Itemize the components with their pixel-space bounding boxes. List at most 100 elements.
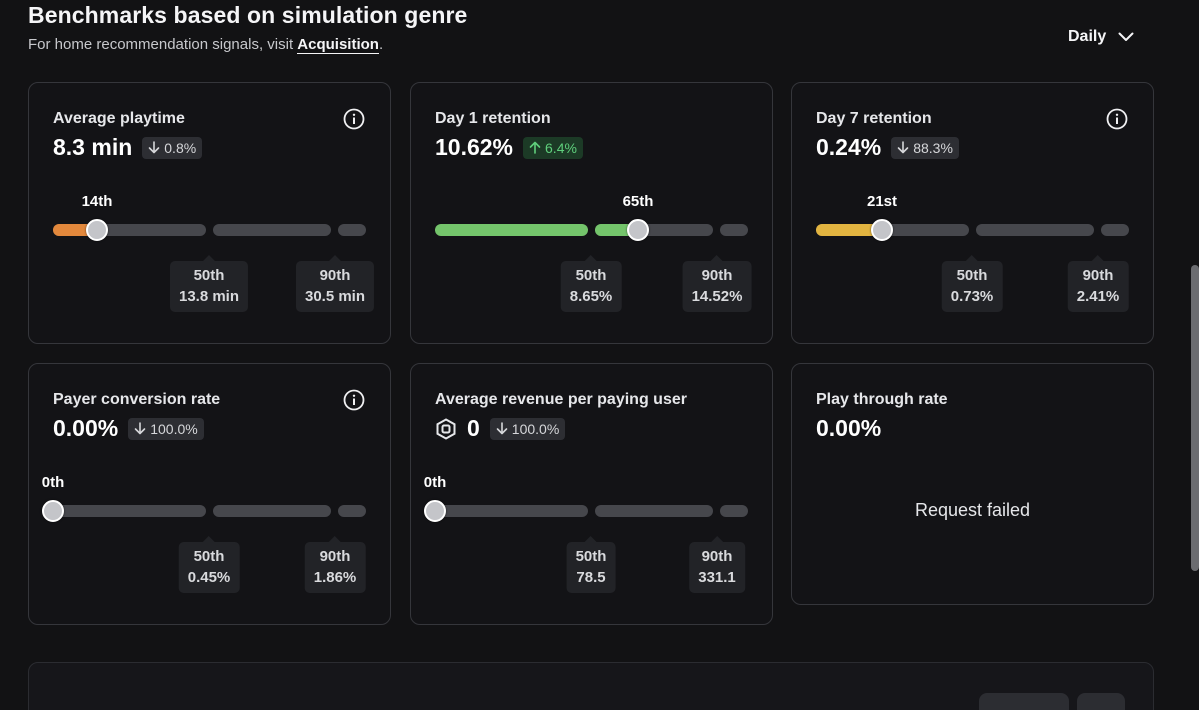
bar-segment-mid (976, 224, 1094, 236)
value-row: 8.3 min 0.8% (53, 134, 203, 161)
ref-label: 50th (575, 548, 607, 565)
metric-value: 0.00% (53, 415, 119, 441)
value-row: 0 100.0% (435, 415, 566, 442)
ref-50th: 50th 0.45% (178, 542, 240, 593)
period-selected: Daily (1068, 28, 1107, 45)
bar-fill (816, 224, 882, 236)
page-subtitle: For home recommendation signals, visit A… (28, 36, 384, 54)
ref-value: 13.8 min (178, 288, 240, 305)
bar-segment-high (338, 505, 366, 517)
percentile-knob[interactable] (627, 219, 649, 241)
delta-value: 0.8% (164, 139, 197, 156)
ref-90th: 90th 1.86% (304, 542, 366, 593)
percentile-marker-label: 0th (41, 474, 65, 491)
subtitle-prefix: For home recommendation signals, visit (28, 36, 298, 53)
delta-badge: 100.0% (128, 417, 204, 440)
metric-card-play-through-rate: Play through rate 0.00% Request failed (791, 363, 1154, 605)
metric-card-average-playtime: Average playtime 8.3 min 0.8% 14th 50th 1… (28, 82, 391, 344)
card-title: Day 7 retention (816, 110, 932, 127)
card-title: Payer conversion rate (53, 391, 221, 408)
info-circle-icon[interactable] (343, 389, 365, 411)
value-row: 0.00% 100.0% (53, 415, 204, 442)
arrow-down-icon (134, 422, 146, 435)
card-title: Day 1 retention (435, 110, 551, 127)
bar-segment-mid (213, 224, 331, 236)
bar-segment-mid (595, 505, 713, 517)
arrow-down-icon (496, 422, 508, 435)
ref-label: 50th (956, 267, 988, 284)
bar-segment-low (435, 505, 588, 517)
delta-value: 100.0% (150, 420, 198, 437)
acquisition-link[interactable]: Acquisition (297, 36, 379, 54)
metric-value: 8.3 min (53, 134, 133, 160)
ref-value: 0.73% (950, 288, 994, 305)
value-row: 0.24% 88.3% (816, 134, 959, 161)
ref-value: 2.41% (1076, 288, 1120, 305)
bar-segment-high (1101, 224, 1129, 236)
ref-label: 50th (193, 267, 225, 284)
ref-value: 78.5 (576, 569, 606, 586)
percentile-marker-label: 0th (423, 474, 447, 491)
ref-50th: 50th 13.8 min (169, 261, 249, 312)
card-title: Average playtime (53, 110, 185, 127)
delta-badge: 100.0% (489, 417, 566, 440)
ref-50th: 50th 78.5 (566, 542, 616, 593)
value-row: 10.62% 6.4% (435, 134, 583, 161)
delta-badge: 6.4% (523, 136, 583, 159)
arrow-up-icon (529, 141, 541, 154)
ref-50th: 50th 8.65% (560, 261, 622, 312)
arrow-down-icon (897, 141, 909, 154)
section-action-button[interactable] (979, 693, 1069, 710)
delta-value: 100.0% (511, 420, 560, 437)
period-dropdown[interactable]: Daily (1068, 28, 1134, 46)
arrow-down-icon (148, 141, 160, 154)
ref-value: 30.5 min (304, 288, 366, 305)
metric-card-payer-conversion-rate: Payer conversion rate 0.00% 100.0% 0th 5… (28, 363, 391, 625)
bar-segment-low (53, 505, 206, 517)
request-failed-message: Request failed (914, 500, 1031, 520)
info-circle-icon[interactable] (1106, 108, 1128, 130)
delta-badge: 0.8% (142, 136, 203, 159)
chevron-down-icon (1118, 32, 1134, 41)
percentile-marker-label: 21st (866, 193, 898, 210)
ref-50th: 50th 0.73% (941, 261, 1003, 312)
metric-card-day1-retention: Day 1 retention 10.62% 6.4% 65th 50th 8.6… (410, 82, 773, 344)
ref-label: 90th (1082, 267, 1114, 284)
ref-value: 8.65% (569, 288, 613, 305)
metric-value: 0.24% (816, 134, 882, 160)
percentile-knob[interactable] (42, 500, 64, 522)
ref-value: 0.45% (187, 569, 231, 586)
info-circle-icon[interactable] (343, 108, 365, 130)
next-section-card (28, 662, 1154, 710)
ref-90th: 90th 30.5 min (295, 261, 375, 312)
ref-label: 90th (319, 548, 351, 565)
percentile-marker-label: 65th (622, 193, 654, 210)
percentile-knob[interactable] (86, 219, 108, 241)
ref-label: 50th (193, 548, 225, 565)
delta-value: 88.3% (913, 139, 953, 156)
percentile-knob[interactable] (424, 500, 446, 522)
bar-segment-low (435, 224, 588, 236)
ref-label: 90th (319, 267, 351, 284)
ref-value: 331.1 (698, 569, 736, 586)
page-scrollbar[interactable] (1191, 265, 1199, 571)
metric-value: 0.00% (816, 415, 882, 441)
bar-segment-mid (213, 505, 331, 517)
card-title: Average revenue per paying user (435, 391, 687, 408)
metric-value: 10.62% (435, 134, 514, 160)
metric-card-arppu: Average revenue per paying user 0 100.0%… (410, 363, 773, 625)
ref-label: 90th (701, 548, 733, 565)
metric-value: 0 (467, 415, 480, 441)
robux-icon (436, 417, 456, 440)
percentile-knob[interactable] (871, 219, 893, 241)
subtitle-suffix: . (378, 36, 384, 53)
percentile-marker-label: 14th (81, 193, 113, 210)
bar-segment-high (338, 224, 366, 236)
metric-card-day7-retention: Day 7 retention 0.24% 88.3% 21st 50th 0.7… (791, 82, 1154, 344)
ref-90th: 90th 331.1 (689, 542, 745, 593)
delta-badge: 88.3% (891, 136, 959, 159)
delta-value: 6.4% (545, 139, 577, 156)
section-menu-button[interactable] (1077, 693, 1125, 710)
card-title: Play through rate (816, 391, 948, 408)
ref-value: 14.52% (691, 288, 743, 305)
